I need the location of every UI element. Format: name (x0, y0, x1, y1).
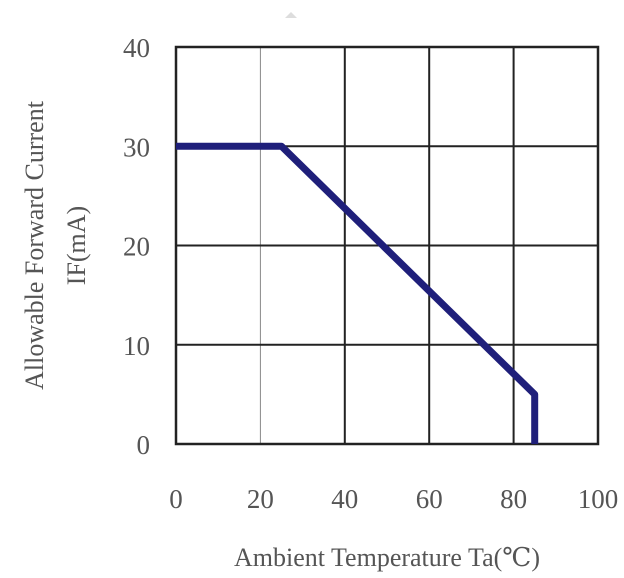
series-line (176, 142, 539, 444)
scroll-indicator-icon (285, 12, 297, 18)
y-axis-title-line-1: Allowable Forward Current (20, 100, 49, 390)
x-tick-label: 80 (500, 484, 527, 514)
x-tick-label: 40 (331, 484, 358, 514)
x-tick-label: 0 (169, 484, 183, 514)
x-axis-title: Ambient Temperature Ta(℃) (234, 543, 540, 572)
y-tick-labels: 0 10 20 30 40 (123, 33, 150, 460)
x-tick-label: 60 (416, 484, 443, 514)
y-axis-title: Allowable Forward Current IF(mA) (20, 100, 91, 390)
y-tick-label: 20 (123, 232, 150, 262)
y-tick-label: 0 (137, 430, 151, 460)
y-tick-label: 30 (123, 132, 150, 162)
plot-frame (174, 45, 600, 446)
y-tick-label: 40 (123, 33, 150, 63)
x-tick-label: 100 (578, 484, 619, 514)
y-tick-label: 10 (123, 331, 150, 361)
x-tick-label: 20 (247, 484, 274, 514)
series-layer (176, 142, 539, 444)
y-axis-title-line-2: IF(mA) (62, 206, 91, 285)
x-tick-labels: 0 20 40 60 80 100 (169, 484, 618, 514)
